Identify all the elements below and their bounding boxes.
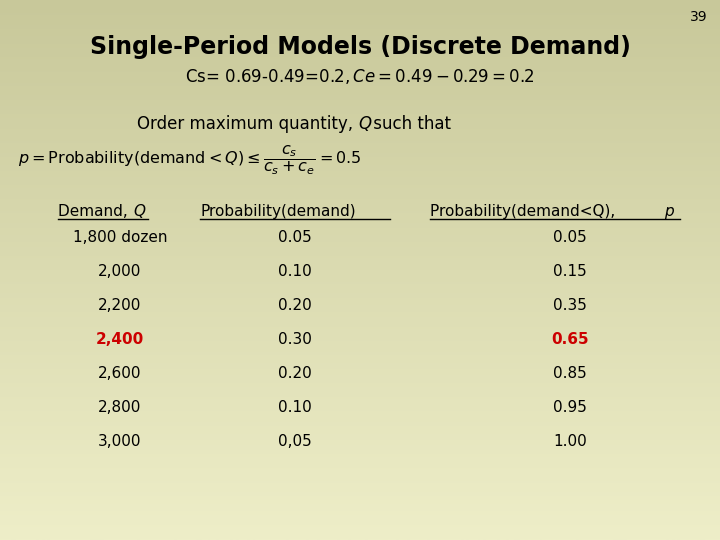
Text: 1,800 dozen: 1,800 dozen	[73, 230, 167, 245]
Text: 0.20: 0.20	[278, 298, 312, 313]
Text: 2,000: 2,000	[99, 264, 142, 279]
Text: Q: Q	[133, 204, 145, 219]
Text: 3,000: 3,000	[98, 434, 142, 449]
Text: p: p	[664, 204, 674, 219]
Text: Probability(demand): Probability(demand)	[200, 204, 356, 219]
Text: 2,400: 2,400	[96, 332, 144, 347]
Text: 0.10: 0.10	[278, 400, 312, 415]
Text: Probability(demand<Q),: Probability(demand<Q),	[430, 204, 620, 219]
Text: such that: such that	[368, 115, 451, 133]
Text: 0.20: 0.20	[278, 366, 312, 381]
Text: 0,05: 0,05	[278, 434, 312, 449]
Text: 2,800: 2,800	[99, 400, 142, 415]
Text: 2,200: 2,200	[99, 298, 142, 313]
Text: 0.85: 0.85	[553, 366, 587, 381]
Text: 0.35: 0.35	[553, 298, 587, 313]
Text: 0.30: 0.30	[278, 332, 312, 347]
Text: 0.15: 0.15	[553, 264, 587, 279]
Text: 0.10: 0.10	[278, 264, 312, 279]
Text: 0.95: 0.95	[553, 400, 587, 415]
Text: 0.65: 0.65	[552, 332, 589, 347]
Text: 39: 39	[690, 10, 708, 24]
Text: 2,600: 2,600	[98, 366, 142, 381]
Text: Q: Q	[358, 115, 371, 133]
Text: Demand,: Demand,	[58, 204, 132, 219]
Text: $p = \mathrm{Probability}(\mathrm{demand} < Q) \leq \dfrac{c_s}{c_s + c_e} = 0.5: $p = \mathrm{Probability}(\mathrm{demand…	[18, 144, 361, 178]
Text: 0.05: 0.05	[278, 230, 312, 245]
Text: Cs= 0.69-0.49=$0.2,  Ce= 0.49-0.29=$0.2: Cs= 0.69-0.49=$0.2, Ce= 0.49-0.29=$0.2	[185, 67, 535, 86]
Text: Single-Period Models (Discrete Demand): Single-Period Models (Discrete Demand)	[89, 35, 631, 59]
Text: Order maximum quantity,: Order maximum quantity,	[137, 115, 358, 133]
Text: 0.05: 0.05	[553, 230, 587, 245]
Text: 1.00: 1.00	[553, 434, 587, 449]
